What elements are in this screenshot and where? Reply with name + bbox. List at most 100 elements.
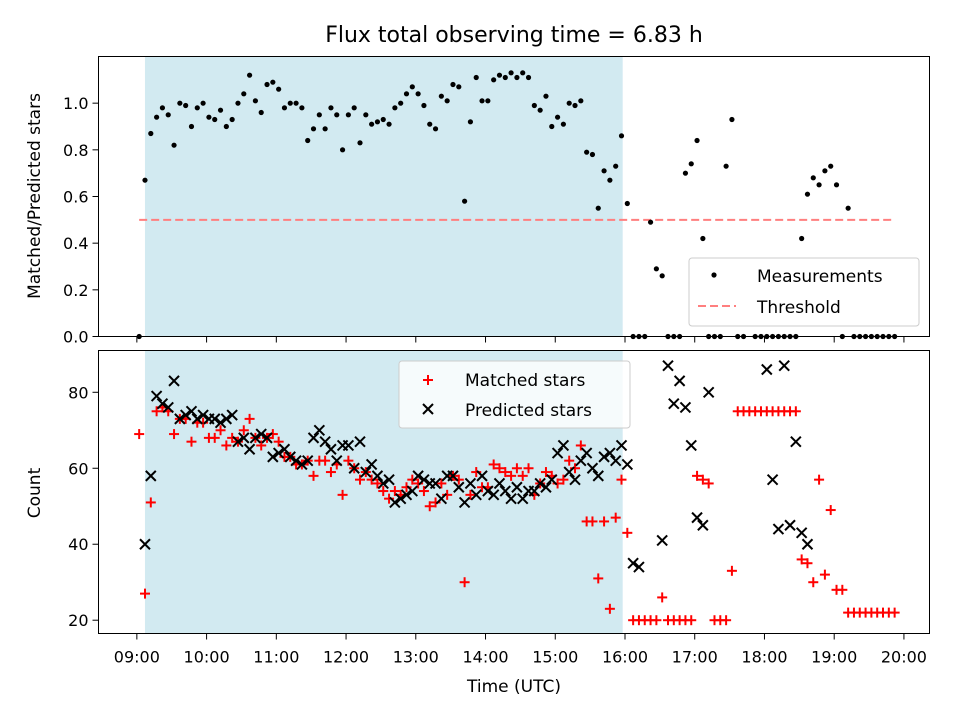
predicted-star-point xyxy=(633,561,645,573)
matched-star-point xyxy=(703,478,714,489)
measurement-point xyxy=(305,137,311,144)
measurement-point xyxy=(252,98,259,104)
predicted-star-point xyxy=(238,432,250,444)
predicted-star-point xyxy=(267,451,279,463)
measurement-point xyxy=(287,100,293,106)
predicted-star-point xyxy=(615,439,628,452)
measurement-point xyxy=(804,191,811,197)
matched-star-point xyxy=(837,584,848,595)
measurement-point xyxy=(432,126,439,132)
predicted-star-point xyxy=(360,466,372,478)
legend-matched-label: Matched stars xyxy=(465,371,585,391)
chart-title: Flux total observing time = 6.83 h xyxy=(325,23,703,48)
x-tick-label: 15:00 xyxy=(532,648,578,667)
matched-star-point xyxy=(134,429,145,440)
predicted-star-point xyxy=(511,481,523,493)
predicted-star-point xyxy=(493,477,506,490)
x-tick-label: 12:00 xyxy=(323,648,369,667)
matched-star-point xyxy=(465,489,476,500)
y-tick-label: 20 xyxy=(68,611,88,630)
legend-predicted-label: Predicted stars xyxy=(465,401,592,421)
measurement-point xyxy=(357,140,363,146)
measurement-point xyxy=(694,137,700,144)
predicted-star-point xyxy=(435,492,448,505)
predicted-star-point xyxy=(331,454,343,467)
matched-star-point xyxy=(418,486,429,497)
x-tick-label: 17:00 xyxy=(672,648,718,667)
matched-star-point xyxy=(616,474,627,485)
matched-star-point xyxy=(651,615,662,626)
measurement-point xyxy=(473,74,479,81)
matched-star-point xyxy=(320,455,331,466)
measurement-point xyxy=(479,98,485,104)
predicted-star-point xyxy=(400,489,413,501)
predicted-star-point xyxy=(627,557,639,569)
predicted-star-point xyxy=(517,492,529,505)
measurement-point xyxy=(438,93,444,99)
matched-star-point xyxy=(587,516,598,527)
predicted-star-point xyxy=(540,481,552,493)
measurement-point xyxy=(508,70,514,76)
predicted-star-point xyxy=(499,485,511,497)
predicted-star-point xyxy=(232,435,244,448)
measurement-point xyxy=(624,200,630,207)
measurement-point xyxy=(241,91,247,97)
measurement-point xyxy=(345,112,351,118)
predicted-star-point xyxy=(383,473,395,486)
predicted-star-point xyxy=(691,511,703,524)
measurement-point xyxy=(688,161,694,167)
measurement-point xyxy=(601,168,607,174)
predicted-star-point xyxy=(482,485,494,497)
predicted-star-point xyxy=(197,409,209,421)
matched-star-point xyxy=(796,554,807,565)
measurement-point xyxy=(729,116,735,123)
measurement-point xyxy=(217,107,224,113)
predicted-star-point xyxy=(784,519,796,531)
predicted-star-point xyxy=(209,413,221,425)
predicted-star-point xyxy=(546,473,558,486)
matched-star-point xyxy=(308,470,319,481)
matched-star-point xyxy=(726,565,737,576)
predicted-star-point xyxy=(278,443,291,455)
observing-shade-top xyxy=(144,56,623,337)
measurement-point xyxy=(363,112,369,118)
y-tick-label: 40 xyxy=(68,535,88,554)
matched-star-point xyxy=(488,459,499,470)
y-tick-label: 60 xyxy=(68,459,88,478)
measurement-point xyxy=(310,126,317,132)
matched-star-point xyxy=(593,573,604,584)
x-tick-label: 16:00 xyxy=(602,648,648,667)
measurement-point xyxy=(502,74,508,81)
bottom-y-axis: 20 40 60 80 xyxy=(68,383,99,630)
measurement-point xyxy=(293,100,299,106)
measurement-point xyxy=(276,86,282,92)
y-tick-label: 80 xyxy=(68,383,88,402)
predicted-star-point xyxy=(505,492,517,505)
measurement-point xyxy=(165,112,171,118)
predicted-star-point xyxy=(150,390,163,402)
matched-star-point xyxy=(790,406,801,417)
x-tick-label: 19:00 xyxy=(811,648,857,667)
predicted-star-point xyxy=(557,439,570,452)
predicted-star-point xyxy=(702,386,715,398)
measurement-point xyxy=(816,182,822,188)
x-tick-label: 11:00 xyxy=(253,648,299,667)
measurement-point xyxy=(520,70,526,76)
predicted-star-point xyxy=(790,435,802,448)
predicted-star-point xyxy=(307,432,320,444)
matched-star-point xyxy=(506,470,517,481)
top-legend: Measurements Threshold xyxy=(688,257,920,327)
predicted-star-point xyxy=(145,470,157,482)
predicted-star-point xyxy=(429,477,442,490)
predicted-star-point xyxy=(551,447,564,459)
predicted-star-point xyxy=(453,481,465,493)
y-tick-label: 0.8 xyxy=(63,141,88,160)
predicted-star-point xyxy=(586,462,599,474)
measurement-point xyxy=(369,121,375,127)
matched-star-point xyxy=(145,497,156,508)
predicted-stars-series xyxy=(139,359,814,573)
legend-threshold-label: Threshold xyxy=(756,298,841,318)
matched-star-point xyxy=(151,406,162,417)
measurement-point xyxy=(723,163,729,169)
measurement-point xyxy=(578,98,584,104)
